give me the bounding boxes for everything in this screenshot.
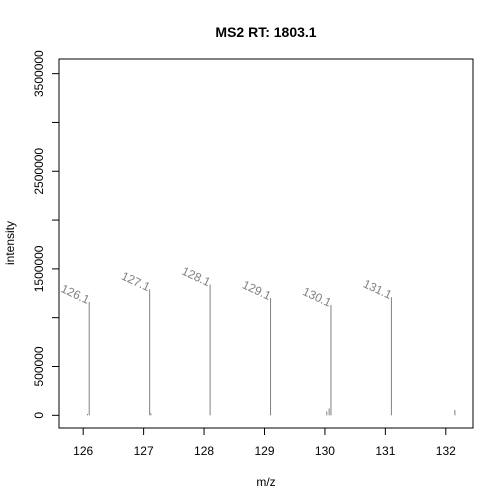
y-tick-label: 1500000: [32, 245, 46, 292]
x-tick-label: 130: [315, 444, 335, 458]
x-axis-label: m/z: [256, 475, 275, 489]
y-axis-label: intensity: [3, 221, 17, 265]
y-axis: 0 500000 1500000 2500000 3500000: [32, 50, 60, 419]
x-tick-label: 126: [73, 444, 93, 458]
peak-series: [86, 284, 456, 416]
x-tick-label: 129: [254, 444, 274, 458]
peak-label: 127.1: [119, 269, 152, 295]
x-axis: 126 127 128 129 130 131 132: [73, 427, 456, 458]
x-tick-label: 132: [436, 444, 456, 458]
peak-annotations: 126.1 127.1 128.1 129.1 130.1 131.1: [59, 264, 395, 310]
peak-label: 129.1: [240, 278, 273, 304]
x-tick-label: 127: [134, 444, 154, 458]
y-tick-label: 3500000: [32, 50, 46, 97]
y-tick-label: 500000: [32, 346, 46, 386]
peak-label: 126.1: [59, 281, 92, 307]
y-tick-label: 0: [32, 412, 46, 419]
peak-label: 131.1: [361, 277, 394, 303]
x-tick-label: 128: [194, 444, 214, 458]
peak-label: 130.1: [300, 284, 333, 310]
plot-frame: [58, 58, 474, 429]
y-tick-label: 2500000: [32, 148, 46, 195]
chart-title: MS2 RT: 1803.1: [215, 24, 316, 40]
peak-label: 128.1: [180, 264, 213, 290]
x-tick-label: 131: [375, 444, 395, 458]
